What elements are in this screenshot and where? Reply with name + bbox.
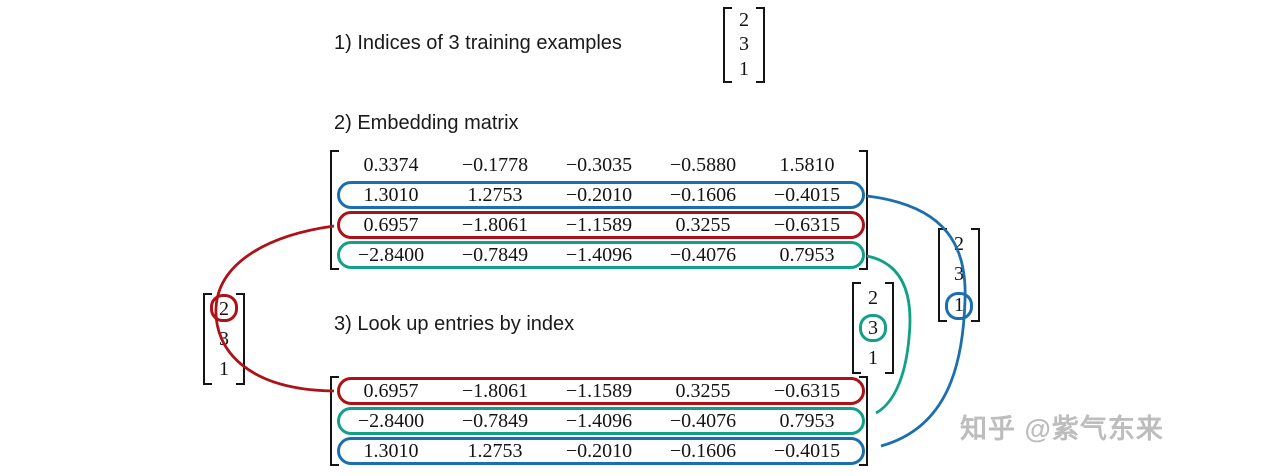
matrix-cell: −0.5880 (669, 154, 737, 176)
circle-index-1-blue (945, 292, 973, 320)
bracket-left (723, 7, 732, 83)
matrix-cell: −1.4096 (565, 410, 633, 432)
step1-label: 1) Indices of 3 training examples (334, 32, 622, 54)
matrix-cell: 1.3010 (363, 184, 419, 206)
step3-label: 3) Look up entries by index (334, 313, 575, 335)
highlight-embedding-row-teal (337, 241, 865, 269)
bracket-left (330, 150, 339, 270)
matrix-cell: −2.8400 (357, 244, 425, 266)
matrix-cell: −1.1589 (565, 380, 633, 402)
bracket-right (756, 7, 765, 83)
matrix-cell: −0.1606 (669, 440, 737, 462)
matrix-cell: 0.3374 (363, 154, 419, 176)
matrix-cell: 1.2753 (467, 440, 523, 462)
watermark: 知乎 @紫气东来 (960, 414, 1164, 444)
matrix-cell: 1.5810 (779, 154, 835, 176)
matrix-cell: 0.7953 (779, 244, 835, 266)
vector-entry: 1 (739, 58, 749, 81)
highlight-embedding-row-blue (337, 181, 865, 209)
matrix-cell: −0.2010 (565, 440, 633, 462)
matrix-cell: −0.1778 (461, 154, 529, 176)
matrix-cell: 1.3010 (363, 440, 419, 462)
matrix-cell: −0.4015 (773, 184, 841, 206)
vector-entry: 2 (868, 286, 878, 309)
circle-index-2-red (210, 294, 238, 322)
vector-entry: 3 (954, 263, 964, 286)
vector-entry: 3 (739, 33, 749, 56)
matrix-cell: 0.7953 (779, 410, 835, 432)
matrix-cell: −0.4076 (669, 410, 737, 432)
vector-entry: 2 (954, 232, 964, 255)
matrix-cell: 0.3255 (675, 380, 731, 402)
matrix-cell: −1.8061 (461, 214, 529, 236)
matrix-cell: −1.1589 (565, 214, 633, 236)
matrix-cell: 0.6957 (363, 214, 419, 236)
highlight-result-row-red (337, 377, 865, 405)
highlight-result-row-teal (337, 407, 865, 435)
matrix-cell: −0.6315 (773, 214, 841, 236)
matrix-cell: −0.7849 (461, 410, 529, 432)
matrix-cell: 0.6957 (363, 380, 419, 402)
matrix-cell: −1.4096 (565, 244, 633, 266)
bracket-left (330, 376, 339, 466)
circle-index-3-teal (859, 314, 887, 342)
bracket-right (971, 228, 980, 322)
matrix-cell: −0.2010 (565, 184, 633, 206)
vector-entry: 2 (739, 8, 749, 31)
matrix-cell: −1.8061 (461, 380, 529, 402)
bracket-left (852, 282, 861, 374)
result-matrix: 0.6957 −1.8061 −1.1589 0.3255 −0.6315 −2… (330, 376, 868, 466)
matrix-cell: −0.4076 (669, 244, 737, 266)
embedding-matrix: 0.3374 −0.1778 −0.3035 −0.5880 1.5810 1.… (330, 150, 868, 270)
vector-entry: 1 (219, 357, 229, 380)
bracket-left (203, 293, 212, 385)
step2-label: 2) Embedding matrix (334, 112, 519, 134)
matrix-cell: −0.3035 (565, 154, 633, 176)
matrix-cell: −0.1606 (669, 184, 737, 206)
highlight-embedding-row-red (337, 211, 865, 239)
vector-entry: 3 (219, 327, 229, 350)
matrix-cell: −0.4015 (773, 440, 841, 462)
vector-entry: 1 (868, 346, 878, 369)
index-vector-top: 2 3 1 (723, 7, 765, 83)
matrix-cell: 0.3255 (675, 214, 731, 236)
matrix-cell: −0.6315 (773, 380, 841, 402)
matrix-cell: −2.8400 (357, 410, 425, 432)
matrix-cell: 1.2753 (467, 184, 523, 206)
highlight-result-row-blue (337, 437, 865, 465)
matrix-cell: −0.7849 (461, 244, 529, 266)
